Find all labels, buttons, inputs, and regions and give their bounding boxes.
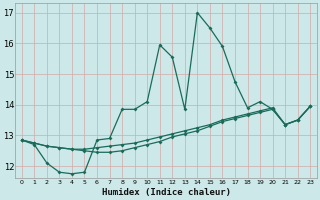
X-axis label: Humidex (Indice chaleur): Humidex (Indice chaleur) bbox=[101, 188, 230, 197]
